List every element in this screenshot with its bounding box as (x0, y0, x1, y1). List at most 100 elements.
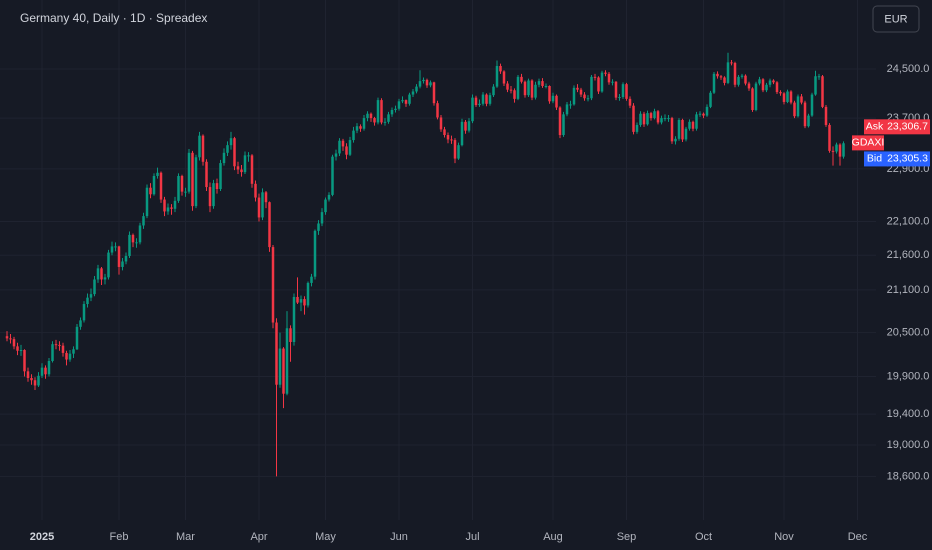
x-tick-label: May (315, 531, 336, 543)
axes: 24,500.023,700.022,900.022,100.021,600.0… (30, 63, 930, 543)
currency-label[interactable]: EUR (884, 13, 907, 25)
candle-body (72, 349, 75, 354)
candle-body (541, 81, 544, 86)
candle-body (744, 75, 747, 84)
candle-body (26, 371, 30, 379)
candle-body (821, 76, 824, 107)
chart-title: Germany 40, Daily · 1D · Spreadex (20, 11, 207, 25)
candle-body (226, 145, 229, 153)
candle-body (275, 322, 278, 385)
candle-body (467, 121, 471, 131)
candle-body (128, 234, 131, 256)
candle-body (443, 129, 446, 136)
candle-body (313, 230, 317, 277)
candle-body (754, 83, 758, 110)
candle-body (814, 76, 817, 95)
x-tick-label: Aug (543, 531, 563, 543)
bid-value: 23,305.3 (887, 153, 928, 165)
candle-body (194, 157, 198, 207)
candle-body (656, 111, 660, 123)
candle-body (331, 156, 334, 195)
candle-body (247, 155, 250, 157)
candle-body (23, 350, 26, 372)
candle-body (558, 107, 562, 136)
candle-body (747, 83, 751, 89)
candle-body (618, 97, 621, 99)
candle-body (401, 100, 404, 102)
x-tick-label: 2025 (30, 531, 54, 543)
candle-body (75, 326, 79, 350)
candle-body (789, 91, 793, 103)
candle-body (653, 111, 656, 119)
candle-body (474, 97, 478, 106)
bid-name-box (864, 151, 885, 167)
candle-body (544, 85, 548, 87)
candle-body (327, 194, 331, 200)
candle-body (103, 277, 107, 280)
candle-body (387, 114, 390, 122)
candle-body (271, 247, 275, 323)
candle-body (394, 108, 397, 110)
y-tick-label: 22,100.0 (887, 215, 930, 227)
candle-body (464, 121, 467, 131)
currency-button[interactable] (872, 5, 920, 33)
candle-body (219, 163, 222, 190)
candle-body (492, 86, 495, 96)
y-tick-label: 24,500.0 (887, 63, 930, 75)
candle-body (534, 84, 537, 98)
candle-body (54, 344, 58, 346)
candle-body (96, 268, 100, 280)
candle-body (572, 87, 576, 105)
candle-body (611, 81, 614, 83)
candle-body (243, 155, 247, 173)
candle-body (138, 225, 142, 243)
candle-body (383, 121, 387, 123)
candle-body (208, 187, 212, 207)
candle-body (800, 96, 803, 103)
candle-body (499, 65, 502, 72)
candle-body (614, 81, 618, 98)
candle-body (583, 94, 586, 99)
y-tick-label: 18,600.0 (887, 470, 930, 482)
candle-body (334, 153, 338, 157)
candle-body (457, 145, 460, 159)
candle-body (432, 82, 436, 104)
candle-body (166, 207, 170, 212)
candle-body (320, 212, 324, 224)
candle-body (292, 296, 296, 342)
candle-body (40, 367, 44, 376)
candle-body (824, 106, 828, 125)
candle-body (121, 261, 124, 267)
y-tick-label: 19,400.0 (887, 408, 930, 420)
candle-body (278, 348, 282, 385)
candle-body (453, 140, 457, 159)
candle-body (82, 304, 86, 321)
candle-body (765, 84, 768, 91)
candle-body (737, 76, 740, 85)
candle-body (828, 124, 831, 151)
candle-body (523, 81, 527, 96)
candle-body (159, 172, 163, 200)
candle-body (429, 82, 432, 86)
candle-body (348, 140, 352, 155)
candle-body (695, 114, 698, 129)
candle-body (537, 81, 541, 85)
candle-body (310, 276, 313, 283)
candle-body (684, 128, 688, 140)
candle-body (250, 155, 254, 184)
candle-body (649, 113, 653, 119)
candle-body (51, 344, 54, 361)
candle-body (135, 242, 138, 244)
candle-body (446, 135, 450, 140)
candle-body (562, 114, 565, 136)
candle-body (439, 117, 443, 130)
candle-body (201, 135, 205, 162)
candle-body (341, 140, 345, 147)
candle-body (177, 175, 180, 201)
candle-body (576, 87, 579, 90)
candle-body (625, 84, 628, 99)
y-tick-label: 19,900.0 (887, 370, 930, 382)
